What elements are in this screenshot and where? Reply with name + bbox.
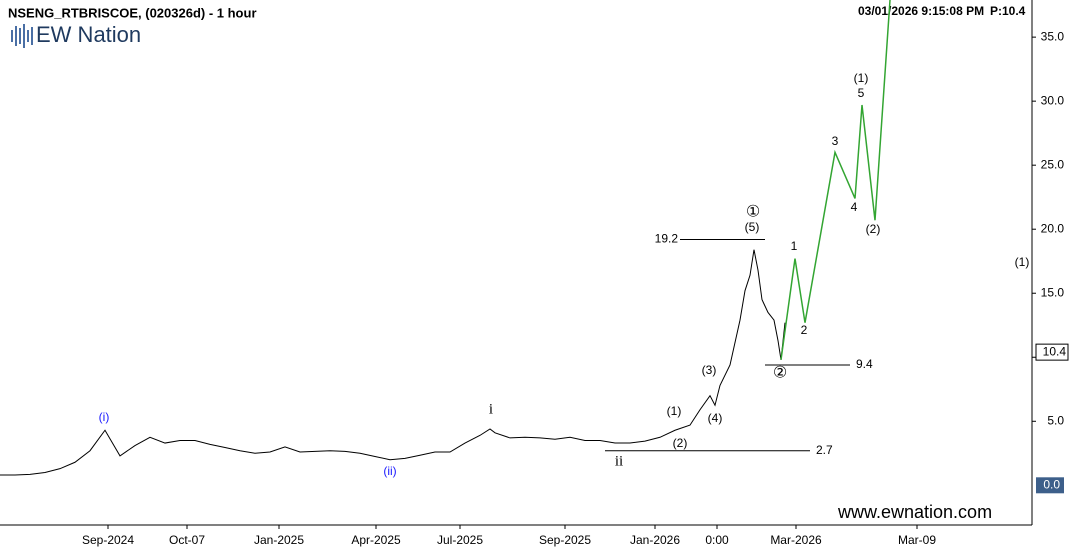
brand: EW Nation xyxy=(36,22,141,47)
projection-line xyxy=(780,0,891,360)
x-tick-label: Mar-2026 xyxy=(770,533,822,547)
last-price-label: 10.4 xyxy=(1043,344,1067,358)
wave-label: i xyxy=(489,401,493,417)
y-tick-label: 30.0 xyxy=(1041,93,1065,107)
wave-label: ② xyxy=(773,363,787,382)
wave-label: (1) xyxy=(667,404,682,418)
level-label: 2.7 xyxy=(816,443,833,457)
wave-label: ① xyxy=(746,202,760,221)
wave-label: ii xyxy=(615,453,623,469)
x-tick-label: 0:00 xyxy=(705,533,729,547)
wave-label: (2) xyxy=(673,436,688,450)
x-tick-label: Jan-2026 xyxy=(630,533,680,547)
wave-label: 2 xyxy=(801,323,808,337)
y-tick-label: 25.0 xyxy=(1041,157,1065,171)
x-tick-label: Sep-2025 xyxy=(539,533,591,547)
price-label: P:10.4 xyxy=(990,4,1026,18)
wave-label: (1) xyxy=(854,71,869,85)
y-tick-label: 20.0 xyxy=(1041,221,1065,235)
level-label: 9.4 xyxy=(856,357,873,371)
y-tick-label: 15.0 xyxy=(1041,285,1065,299)
x-tick-label: Apr-2025 xyxy=(351,533,401,547)
wave-label: (5) xyxy=(745,220,760,234)
wave-label: (4) xyxy=(708,411,723,425)
price-line xyxy=(0,249,786,476)
wave-label: (1) xyxy=(1015,255,1030,269)
chart-title: NSENG_RTBRISCOE, (020326d) - 1 hour xyxy=(8,5,257,20)
y-tick-label: 5.0 xyxy=(1047,413,1064,427)
x-tick-label: Jul-2025 xyxy=(437,533,483,547)
last-price-tag xyxy=(1035,343,1069,361)
wave-label: 1 xyxy=(791,239,798,253)
y-tick-label: 35.0 xyxy=(1041,29,1065,43)
level-label: 19.2 xyxy=(655,232,679,246)
website: www.ewnation.com xyxy=(837,502,992,522)
wave-label: (ii) xyxy=(383,464,396,478)
wave-label: (2) xyxy=(866,222,881,236)
x-tick-label: Jan-2025 xyxy=(254,533,304,547)
wave-label: 4 xyxy=(851,200,858,214)
x-tick-label: Sep-2024 xyxy=(82,533,134,547)
wave-label: (i) xyxy=(99,410,110,424)
zero-marker xyxy=(1036,477,1064,494)
timestamp: 03/01/2026 9:15:08 PM xyxy=(858,4,984,18)
x-tick-label: Mar-09 xyxy=(898,533,936,547)
zero-marker-label: 0.0 xyxy=(1043,477,1060,491)
x-tick-label: Oct-07 xyxy=(169,533,205,547)
wave-label: 3 xyxy=(832,134,839,148)
logo-bars xyxy=(11,24,33,48)
wave-label: 5 xyxy=(858,86,865,100)
wave-label: (3) xyxy=(702,363,717,377)
